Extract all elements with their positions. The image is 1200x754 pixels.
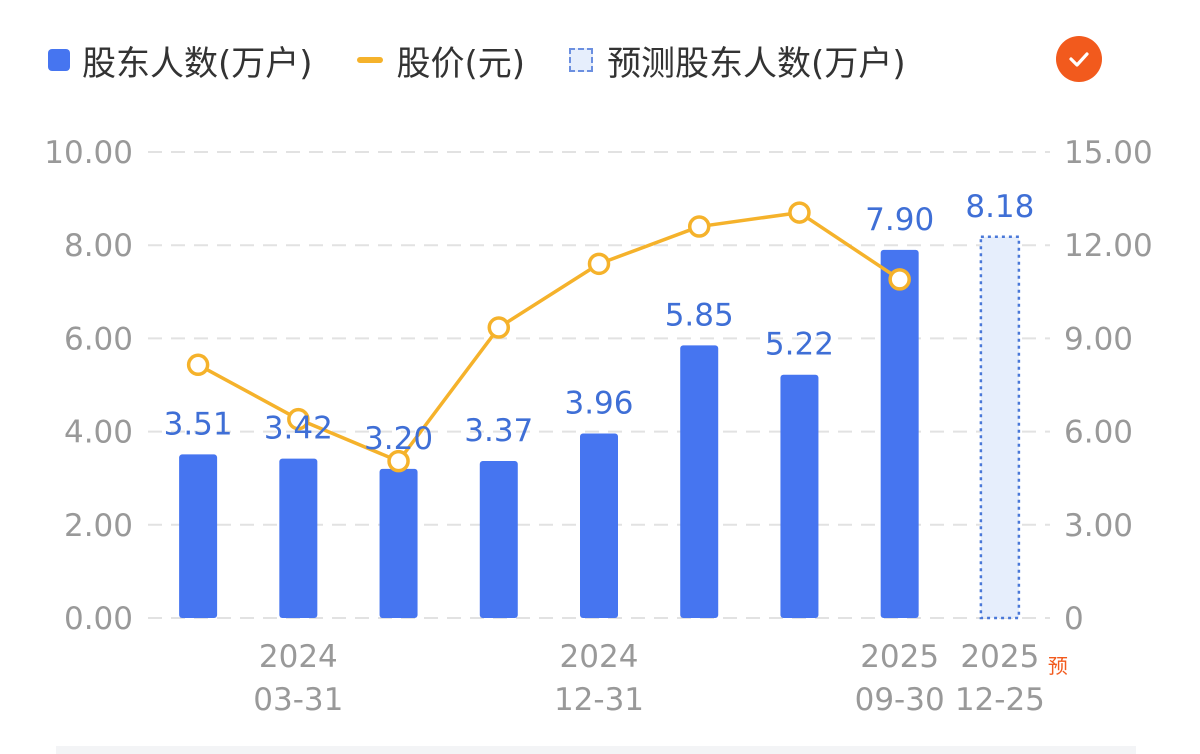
x-tick-year: 2025: [860, 639, 939, 675]
y-right-tick-label: 12.00: [1064, 228, 1153, 264]
price-point: [888, 268, 911, 291]
y-right-tick-label: 15.00: [1064, 135, 1153, 171]
price-point: [788, 201, 811, 224]
line-swatch-icon: [356, 57, 383, 63]
x-tick-year: 2025: [960, 639, 1039, 675]
shareholder-bar: [780, 374, 819, 618]
x-tick-date: 12-25: [955, 682, 1045, 718]
shareholder-bar: [580, 433, 618, 618]
forecast-value-label: 8.18: [965, 189, 1034, 225]
bar-value-label: 5.85: [665, 297, 734, 333]
bar-value-label: 3.51: [164, 406, 233, 442]
legend-label-shareholders: 股东人数(万户): [82, 43, 313, 84]
legend-label-price: 股价(元): [396, 43, 526, 84]
price-line: [197, 210, 901, 463]
y-right-tick-label: 3.00: [1064, 508, 1133, 544]
bar-swatch-icon: [48, 49, 70, 71]
bar-value-label: 3.37: [464, 413, 533, 449]
forecast-swatch-icon: [569, 48, 594, 72]
shareholder-bar: [680, 345, 719, 618]
check-icon: [1069, 52, 1089, 67]
shareholder-bar: [479, 460, 518, 618]
shareholder-bar: [880, 249, 919, 619]
forecast-bar: [979, 235, 1021, 620]
y-left-tick-label: 6.00: [64, 321, 133, 357]
bar-value-label: 3.42: [264, 411, 333, 447]
forecast-marker: 预: [1048, 654, 1068, 678]
x-tick-date: 12-31: [554, 682, 644, 718]
legend-item-forecast[interactable]: 预测股东人数(万户): [569, 36, 906, 85]
x-tick-date: 03-31: [253, 682, 343, 718]
y-right-tick-label: 0: [1064, 601, 1084, 637]
chart-legend: 股东人数(万户) 股价(元) 预测股东人数(万户): [48, 30, 950, 90]
y-left-tick-label: 10.00: [44, 135, 133, 171]
y-right-tick-label: 9.00: [1064, 321, 1133, 357]
y-left-tick-label: 0.00: [64, 601, 133, 637]
legend-item-shareholders[interactable]: 股东人数(万户): [48, 36, 313, 85]
legend-toggle-button[interactable]: [1056, 36, 1102, 82]
shareholder-bar: [379, 468, 418, 618]
y-left-tick-label: 2.00: [64, 508, 133, 544]
price-point: [487, 316, 511, 339]
price-point: [387, 449, 410, 473]
price-point: [687, 215, 711, 238]
bottom-scroll-strip: [56, 746, 1136, 754]
legend-item-price[interactable]: 股价(元): [356, 36, 526, 85]
bar-value-label: 7.90: [865, 202, 934, 238]
bar-value-label: 5.22: [765, 327, 834, 363]
price-point: [287, 407, 310, 431]
bar-value-label: 3.20: [364, 421, 433, 457]
legend-label-forecast: 预测股东人数(万户): [607, 43, 906, 84]
x-tick-date: 09-30: [855, 682, 945, 718]
price-point: [587, 252, 611, 276]
bar-value-label: 3.96: [564, 385, 633, 421]
y-left-tick-label: 8.00: [64, 228, 133, 264]
price-point: [186, 353, 210, 377]
y-right-tick-label: 6.00: [1064, 415, 1133, 451]
y-left-tick-label: 4.00: [64, 415, 133, 451]
x-tick-year: 2024: [560, 639, 639, 675]
shareholder-bar: [179, 454, 218, 618]
shareholder-bar: [279, 458, 318, 618]
x-tick-year: 2024: [259, 639, 338, 675]
